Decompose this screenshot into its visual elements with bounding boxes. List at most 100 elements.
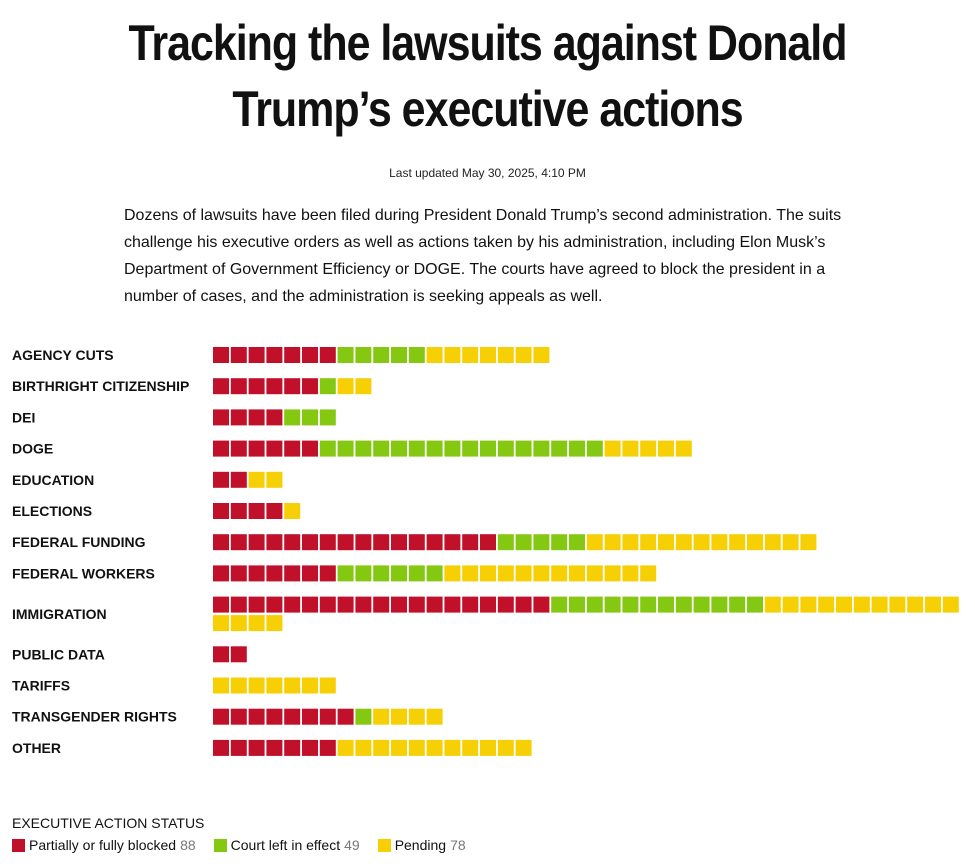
unit-effect-immigration bbox=[569, 596, 585, 613]
unit-pending-education bbox=[248, 471, 265, 488]
unit-effect-immigration bbox=[658, 596, 674, 613]
unit-blocked-birthright-citizenship bbox=[284, 378, 301, 395]
swatch-effect bbox=[213, 838, 227, 852]
unit-blocked-immigration bbox=[230, 596, 247, 613]
unit-pending-federal-workers bbox=[480, 565, 496, 582]
unit-blocked-birthright-citizenship bbox=[266, 378, 283, 395]
unit-effect-federal-workers bbox=[355, 565, 372, 582]
unit-blocked-federal-funding bbox=[248, 534, 265, 551]
unit-pending-immigration bbox=[942, 596, 959, 613]
unit-blocked-federal-funding bbox=[319, 534, 336, 551]
row-label-public-data: PUBLIC DATA bbox=[12, 646, 105, 662]
unit-blocked-immigration bbox=[515, 596, 532, 613]
unit-effect-immigration bbox=[604, 596, 621, 613]
unit-effect-federal-funding bbox=[497, 534, 514, 551]
unit-pending-immigration bbox=[782, 596, 799, 613]
unit-blocked-doge bbox=[302, 440, 318, 457]
unit-blocked-federal-funding bbox=[337, 534, 354, 551]
row-label-elections: ELECTIONS bbox=[12, 503, 92, 519]
legend-label-blocked: Partially or fully blocked bbox=[29, 837, 177, 853]
unit-pending-immigration bbox=[230, 615, 247, 632]
unit-blocked-federal-funding bbox=[426, 534, 443, 551]
row-label-federal-workers: FEDERAL WORKERS bbox=[12, 565, 155, 581]
unit-effect-agency-cuts bbox=[355, 347, 372, 363]
unit-pending-birthright-citizenship bbox=[355, 378, 372, 395]
row-label-transgender-rights: TRANSGENDER RIGHTS bbox=[12, 709, 177, 725]
unit-pending-agency-cuts bbox=[515, 347, 532, 363]
unit-effect-dei bbox=[284, 409, 301, 426]
unit-blocked-immigration bbox=[497, 596, 514, 613]
unit-pending-federal-workers bbox=[604, 565, 621, 582]
unit-blocked-other bbox=[266, 739, 283, 756]
unit-blocked-birthright-citizenship bbox=[248, 378, 265, 395]
unit-effect-immigration bbox=[622, 596, 639, 613]
unit-blocked-doge bbox=[213, 440, 229, 457]
unit-pending-agency-cuts bbox=[533, 347, 550, 363]
unit-effect-federal-funding bbox=[569, 534, 585, 551]
unit-blocked-other bbox=[319, 739, 336, 756]
unit-blocked-other bbox=[230, 739, 247, 756]
row-label-federal-funding: FEDERAL FUNDING bbox=[12, 534, 146, 550]
row-label-immigration: IMMIGRATION bbox=[12, 606, 107, 622]
unit-blocked-agency-cuts bbox=[302, 347, 318, 363]
unit-blocked-other bbox=[248, 739, 265, 756]
unit-blocked-federal-workers bbox=[319, 565, 336, 582]
unit-effect-doge bbox=[569, 440, 585, 457]
unit-blocked-federal-funding bbox=[408, 534, 425, 551]
unit-blocked-dei bbox=[266, 409, 283, 426]
page-title: Tracking the lawsuits against Donald Tru… bbox=[128, 15, 848, 137]
unit-pending-federal-workers bbox=[551, 565, 568, 582]
unit-effect-transgender-rights bbox=[355, 708, 372, 725]
unit-effect-immigration bbox=[747, 596, 763, 613]
unit-blocked-elections bbox=[230, 503, 247, 519]
unit-blocked-federal-funding bbox=[266, 534, 283, 551]
unit-pending-doge bbox=[622, 440, 639, 457]
unit-pending-doge bbox=[658, 440, 674, 457]
unit-pending-immigration bbox=[925, 596, 941, 613]
unit-blocked-transgender-rights bbox=[213, 708, 229, 725]
unit-blocked-immigration bbox=[408, 596, 425, 613]
unit-blocked-agency-cuts bbox=[266, 347, 283, 363]
unit-pending-agency-cuts bbox=[426, 347, 443, 363]
swatch-blocked bbox=[12, 838, 25, 852]
unit-blocked-transgender-rights bbox=[284, 708, 301, 725]
unit-pending-agency-cuts bbox=[462, 347, 479, 363]
unit-blocked-doge bbox=[266, 440, 283, 457]
legend-count-effect: 49 bbox=[344, 837, 360, 853]
unit-pending-federal-workers bbox=[497, 565, 514, 582]
unit-pending-immigration bbox=[889, 596, 906, 613]
unit-effect-doge bbox=[444, 440, 461, 457]
unit-pending-federal-workers bbox=[533, 565, 550, 582]
unit-pending-immigration bbox=[800, 596, 817, 613]
unit-blocked-education bbox=[213, 471, 229, 488]
unit-blocked-immigration bbox=[337, 596, 354, 613]
row-label-tariffs: TARIFFS bbox=[12, 678, 70, 694]
unit-effect-immigration bbox=[729, 596, 746, 613]
unit-pending-immigration bbox=[907, 596, 924, 613]
unit-blocked-public-data bbox=[213, 646, 229, 663]
unit-pending-other bbox=[444, 739, 461, 756]
unit-blocked-federal-workers bbox=[213, 565, 229, 582]
unit-pending-transgender-rights bbox=[391, 708, 407, 725]
legend-item-pending: Pending 78 bbox=[377, 837, 466, 853]
unit-effect-federal-workers bbox=[337, 565, 354, 582]
unit-blocked-public-data bbox=[230, 646, 247, 663]
unit-blocked-immigration bbox=[480, 596, 496, 613]
unit-blocked-other bbox=[284, 739, 301, 756]
unit-blocked-other bbox=[213, 739, 229, 756]
unit-pending-immigration bbox=[764, 596, 781, 613]
row-label-birthright-citizenship: BIRTHRIGHT CITIZENSHIP bbox=[12, 378, 189, 394]
unit-blocked-transgender-rights bbox=[337, 708, 354, 725]
unit-effect-doge bbox=[373, 440, 390, 457]
unit-pending-federal-workers bbox=[586, 565, 603, 582]
unit-effect-immigration bbox=[551, 596, 568, 613]
unit-blocked-transgender-rights bbox=[230, 708, 247, 725]
unit-pending-tariffs bbox=[319, 677, 336, 694]
unit-pending-federal-funding bbox=[729, 534, 746, 551]
unit-blocked-federal-funding bbox=[213, 534, 229, 551]
unit-effect-agency-cuts bbox=[391, 347, 407, 363]
unit-pending-federal-funding bbox=[586, 534, 603, 551]
unit-effect-immigration bbox=[640, 596, 657, 613]
legend-label-effect: Court left in effect bbox=[230, 837, 341, 853]
unit-blocked-agency-cuts bbox=[284, 347, 301, 363]
